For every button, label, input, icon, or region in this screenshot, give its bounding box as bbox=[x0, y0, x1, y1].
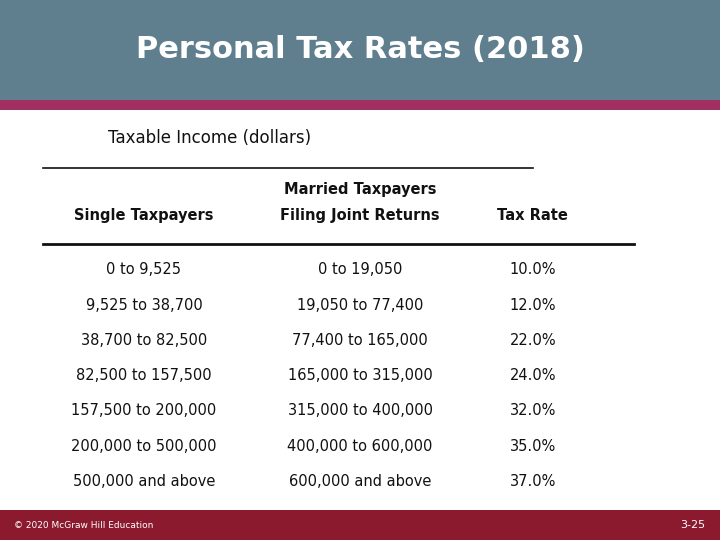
Text: Tax Rate: Tax Rate bbox=[498, 208, 568, 224]
Text: Taxable Income (dollars): Taxable Income (dollars) bbox=[108, 129, 311, 147]
Text: 157,500 to 200,000: 157,500 to 200,000 bbox=[71, 403, 217, 418]
Text: 35.0%: 35.0% bbox=[510, 438, 556, 454]
Text: 37.0%: 37.0% bbox=[510, 474, 556, 489]
Text: 0 to 9,525: 0 to 9,525 bbox=[107, 262, 181, 278]
Text: 200,000 to 500,000: 200,000 to 500,000 bbox=[71, 438, 217, 454]
Text: 19,050 to 77,400: 19,050 to 77,400 bbox=[297, 298, 423, 313]
Text: 500,000 and above: 500,000 and above bbox=[73, 474, 215, 489]
Text: 400,000 to 600,000: 400,000 to 600,000 bbox=[287, 438, 433, 454]
Text: 0 to 19,050: 0 to 19,050 bbox=[318, 262, 402, 278]
Text: 315,000 to 400,000: 315,000 to 400,000 bbox=[287, 403, 433, 418]
Text: Personal Tax Rates (2018): Personal Tax Rates (2018) bbox=[135, 36, 585, 64]
Text: 32.0%: 32.0% bbox=[510, 403, 556, 418]
Text: 24.0%: 24.0% bbox=[510, 368, 556, 383]
Text: 3-25: 3-25 bbox=[680, 520, 706, 530]
FancyBboxPatch shape bbox=[0, 110, 720, 510]
Text: 77,400 to 165,000: 77,400 to 165,000 bbox=[292, 333, 428, 348]
Text: 82,500 to 157,500: 82,500 to 157,500 bbox=[76, 368, 212, 383]
Text: © 2020 McGraw Hill Education: © 2020 McGraw Hill Education bbox=[14, 521, 154, 530]
FancyBboxPatch shape bbox=[0, 100, 720, 110]
Text: 22.0%: 22.0% bbox=[510, 333, 556, 348]
FancyBboxPatch shape bbox=[0, 510, 720, 540]
Text: 600,000 and above: 600,000 and above bbox=[289, 474, 431, 489]
Text: 38,700 to 82,500: 38,700 to 82,500 bbox=[81, 333, 207, 348]
FancyBboxPatch shape bbox=[0, 0, 720, 100]
Text: Married Taxpayers: Married Taxpayers bbox=[284, 183, 436, 197]
Text: 165,000 to 315,000: 165,000 to 315,000 bbox=[287, 368, 433, 383]
Text: 10.0%: 10.0% bbox=[510, 262, 556, 278]
Text: 9,525 to 38,700: 9,525 to 38,700 bbox=[86, 298, 202, 313]
Text: 12.0%: 12.0% bbox=[510, 298, 556, 313]
Text: Filing Joint Returns: Filing Joint Returns bbox=[280, 208, 440, 224]
Text: Single Taxpayers: Single Taxpayers bbox=[74, 208, 214, 224]
